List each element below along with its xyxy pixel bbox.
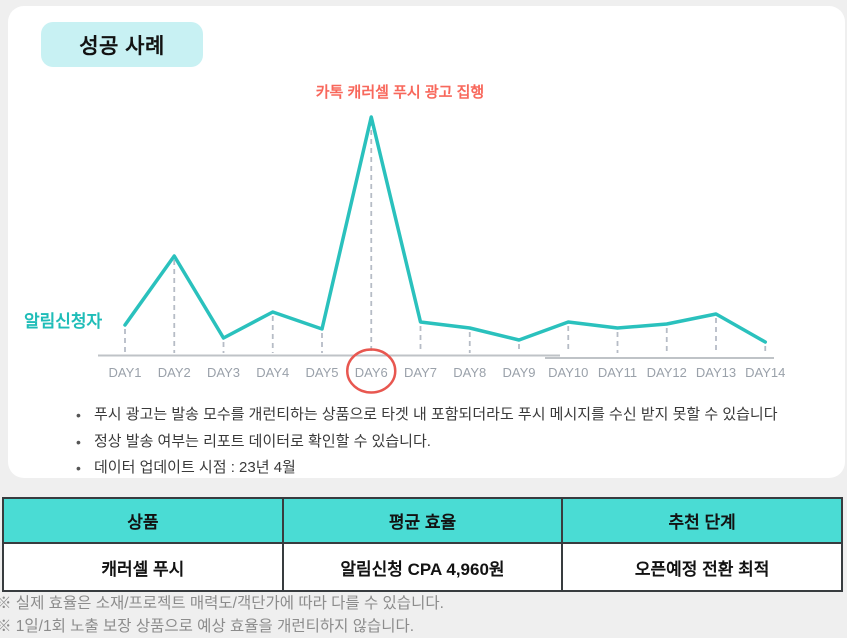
x-axis-label: DAY7: [404, 365, 437, 380]
table-header-avg-efficiency: 평균 효율: [283, 498, 563, 543]
note-item: 데이터 업데이트 시점 : 23년 4월: [70, 455, 810, 482]
table-cell-product: 캐러셀 푸시: [3, 543, 283, 591]
table-header-product: 상품: [3, 498, 283, 543]
table-header-row: 상품 평균 효율 추천 단계: [3, 498, 842, 543]
x-axis-label: DAY11: [598, 365, 637, 380]
data-line: [125, 117, 765, 342]
series-label: 알림신청자: [24, 307, 102, 332]
x-axis-label: DAY4: [256, 365, 289, 380]
table-header-recommended-stage: 추천 단계: [562, 498, 842, 543]
footnote-2: ※ 1일/1회 노출 보장 상품으로 예상 효율을 개런티하지 않습니다.: [0, 616, 847, 638]
x-axis-label: DAY2: [158, 365, 191, 380]
section-title-badge: 성공 사례: [41, 22, 203, 67]
x-axis-label: DAY8: [453, 365, 486, 380]
table-cell-avg-efficiency: 알림신청 CPA 4,960원: [283, 543, 563, 591]
x-axis-label: DAY10: [548, 365, 588, 380]
summary-table: 상품 평균 효율 추천 단계 캐러셀 푸시 알림신청 CPA 4,960원 오픈…: [2, 497, 843, 592]
footnotes: ※ 실제 효율은 소재/프로젝트 매력도/객단가에 따라 다를 수 있습니다. …: [0, 593, 847, 638]
note-item: 푸시 광고는 발송 모수를 개런티하는 상품으로 타겟 내 포함되더라도 푸시 …: [70, 402, 810, 429]
line-chart: DAY1 DAY2 DAY3 DAY4 DAY5 DAY6 DAY7 DAY8 DAY9 DAY1…: [90, 100, 790, 400]
x-axis-label: DAY14: [745, 365, 785, 380]
footnote-1: ※ 실제 효율은 소재/프로젝트 매력도/객단가에 따라 다를 수 있습니다.: [0, 593, 847, 616]
x-axis-label: DAY6: [355, 365, 388, 380]
x-axis-label: DAY13: [696, 365, 736, 380]
notes-list: 푸시 광고는 발송 모수를 개런티하는 상품으로 타겟 내 포함되더라도 푸시 …: [70, 402, 810, 482]
table-row: 캐러셀 푸시 알림신청 CPA 4,960원 오픈예정 전환 최적: [3, 543, 842, 591]
x-axis-label: DAY12: [647, 365, 687, 380]
x-axis-label: DAY3: [207, 365, 240, 380]
table-cell-recommended-stage: 오픈예정 전환 최적: [562, 543, 842, 591]
peak-annotation-label: 카톡 캐러셀 푸시 광고 집행: [250, 81, 550, 102]
x-axis-label: DAY9: [503, 365, 536, 380]
x-axis-label: DAY1: [109, 365, 142, 380]
x-axis-label: DAY5: [306, 365, 339, 380]
section-title: 성공 사례: [79, 30, 165, 60]
note-item: 정상 발송 여부는 리포트 데이터로 확인할 수 있습니다.: [70, 429, 810, 456]
